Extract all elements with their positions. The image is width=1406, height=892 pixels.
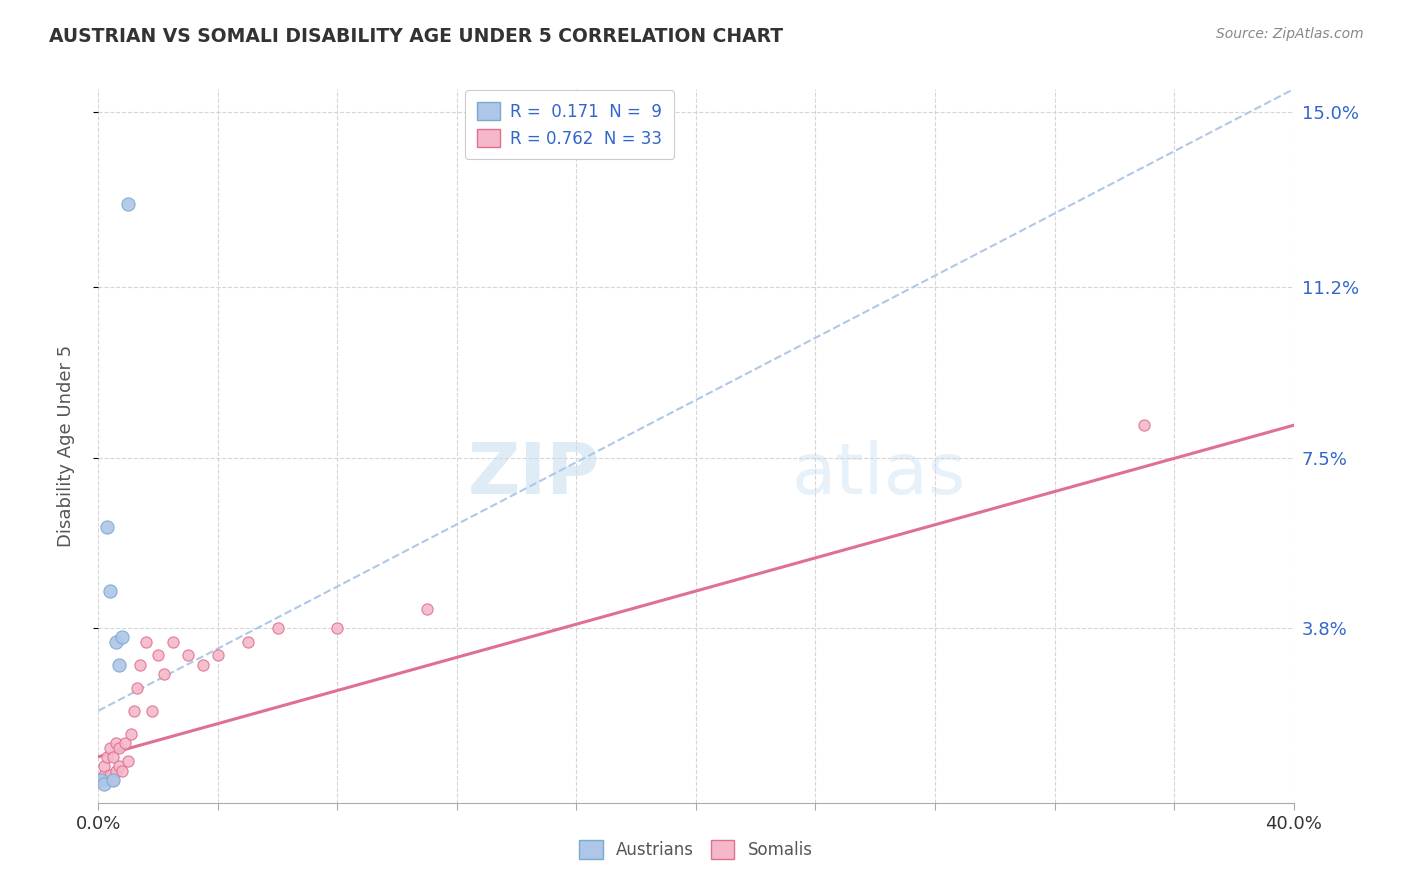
Point [111,630,134,644]
Point [326,621,349,635]
Point [207,648,229,663]
Point [103,772,125,787]
Point [108,740,131,755]
Point [98,768,122,782]
Point [117,197,139,211]
Point [1133,418,1156,433]
Text: AUSTRIAN VS SOMALI DISABILITY AGE UNDER 5 CORRELATION CHART: AUSTRIAN VS SOMALI DISABILITY AGE UNDER … [49,27,783,45]
Point [191,657,214,672]
Point [96,772,118,787]
Point [141,704,163,718]
Point [108,759,131,773]
Y-axis label: Disability Age Under 5: Disability Age Under 5 [56,345,75,547]
Point [105,764,128,778]
Point [108,657,131,672]
Point [93,777,115,791]
Point [105,736,128,750]
Point [96,749,118,764]
Point [111,764,134,778]
Point [120,727,142,741]
Point [177,648,200,663]
Point [117,755,139,769]
Point [105,634,128,648]
Point [124,704,146,718]
Point [129,657,152,672]
Point [416,602,439,616]
Text: ZIP: ZIP [468,440,600,509]
Text: Source: ZipAtlas.com: Source: ZipAtlas.com [1216,27,1364,41]
Point [148,648,170,663]
Point [135,634,157,648]
Point [127,681,149,695]
Point [90,772,112,787]
Point [267,621,290,635]
Point [114,736,136,750]
Point [93,759,115,773]
Point [162,634,184,648]
Point [90,772,112,787]
Point [236,634,259,648]
Point [96,519,118,533]
Legend: Austrians, Somalis: Austrians, Somalis [572,834,820,866]
Point [93,768,115,782]
Point [103,749,125,764]
Text: atlas: atlas [792,440,966,509]
Point [103,772,125,787]
Point [98,740,122,755]
Point [153,666,176,681]
Point [98,584,122,599]
